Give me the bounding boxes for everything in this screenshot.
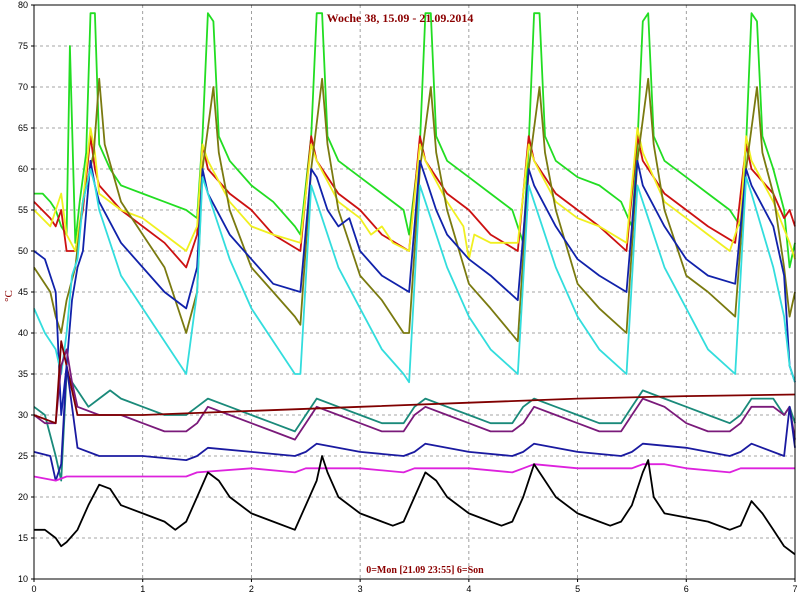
y-tick-label: 25 [18, 451, 28, 461]
y-tick-label: 80 [18, 0, 28, 10]
series-line-12 [34, 455, 796, 556]
series-layer [33, 12, 796, 556]
x-tick-label: 0 [31, 584, 36, 594]
chart-title: Woche 38, 15.09 - 21.09.2014 [327, 11, 474, 25]
series-line-1 [34, 12, 796, 269]
x-tick-label: 3 [358, 584, 363, 594]
x-tick-label: 6 [684, 584, 689, 594]
y-tick-label: 15 [18, 533, 28, 543]
y-tick-label: 50 [18, 246, 28, 256]
series-line-5 [33, 159, 796, 416]
y-tick-label: 30 [18, 410, 28, 420]
series-line-10 [33, 364, 796, 482]
x-tick-label: 4 [466, 584, 471, 594]
series-line-3 [33, 127, 796, 261]
y-axis-label: °C [3, 290, 15, 302]
y-tick-label: 45 [18, 287, 28, 297]
y-tick-label: 55 [18, 205, 28, 215]
x-tick-label: 1 [140, 584, 145, 594]
y-tick-label: 65 [18, 123, 28, 133]
y-tick-label: 60 [18, 164, 28, 174]
y-tick-label: 35 [18, 369, 28, 379]
x-tick-label: 7 [792, 584, 797, 594]
y-tick-label: 20 [18, 492, 28, 502]
y-tick-label: 10 [18, 574, 28, 584]
y-tick-label: 70 [18, 82, 28, 92]
series-line-7 [33, 373, 796, 482]
y-tick-label: 40 [18, 328, 28, 338]
series-line-9 [33, 340, 796, 425]
series-line-6 [33, 168, 796, 384]
series-line-11 [33, 463, 795, 482]
series-line-4 [33, 77, 796, 343]
x-tick-label: 5 [575, 584, 580, 594]
y-tick-label: 75 [18, 41, 28, 51]
chart-footer: 0=Mon [21.09 23:55] 6=Son [366, 565, 484, 576]
x-tick-label: 2 [249, 584, 254, 594]
